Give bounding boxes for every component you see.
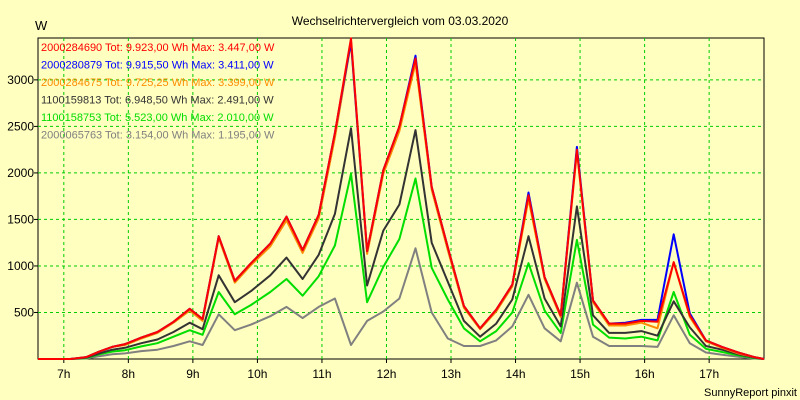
- legend-entry-6: 2000065763 Tot: 3.154,00 Wh Max: 1.195,0…: [41, 130, 275, 142]
- x-tick-labels: 7h 8h 9h 10h 11h 12h 13h 14h 15h 16h 17h: [57, 367, 719, 381]
- series-line-1: [38, 37, 765, 360]
- legend-entry-2: 2000280879 Tot: 9.915,50 Wh Max: 3.411,0…: [41, 60, 274, 72]
- series-line-5: [38, 172, 765, 360]
- y-tick-label: 3000: [7, 73, 34, 87]
- y-tick-label: 2500: [7, 119, 34, 133]
- footer-credit: SunnyReport pinxit: [704, 387, 797, 399]
- x-tick-label: 15h: [570, 367, 590, 381]
- legend: 2000284690 Tot: 9.923,00 Wh Max: 3.447,0…: [41, 42, 275, 142]
- chart-title: Wechselrichtervergleich vom 03.03.2020: [292, 14, 509, 28]
- x-tick-label: 8h: [122, 367, 135, 381]
- x-tick-label: 10h: [247, 367, 267, 381]
- x-tick-label: 16h: [635, 367, 655, 381]
- x-tick-label: 11h: [312, 367, 331, 381]
- series-line-4: [38, 127, 765, 360]
- x-tick-label: 17h: [699, 367, 719, 381]
- legend-entry-4: 1100159813 Tot: 6.948,50 Wh Max: 2.491,0…: [41, 95, 274, 107]
- series-line-6: [38, 247, 765, 360]
- legend-entry-5: 1100158753 Tot: 5.523,00 Wh Max: 2.010,0…: [41, 112, 274, 124]
- x-tick-label: 7h: [57, 367, 70, 381]
- x-tick-label: 12h: [376, 367, 396, 381]
- legend-entry-3: 2000284675 Tot: 9.725,25 Wh Max: 3.399,0…: [41, 77, 275, 89]
- y-axis-unit-label: W: [35, 18, 48, 33]
- x-tick-label: 14h: [506, 367, 526, 381]
- y-tick-labels: 500 1000 1500 2000 2500 3000: [7, 73, 34, 320]
- x-tick-label: 9h: [186, 367, 199, 381]
- y-tick-label: 1500: [7, 212, 34, 226]
- legend-entry-1: 2000284690 Tot: 9.923,00 Wh Max: 3.447,0…: [41, 42, 275, 54]
- y-tick-label: 500: [14, 305, 34, 319]
- x-tick-label: 13h: [441, 367, 461, 381]
- y-tick-label: 1000: [7, 259, 34, 273]
- y-tick-label: 2000: [7, 166, 34, 180]
- series-lines: [38, 37, 765, 360]
